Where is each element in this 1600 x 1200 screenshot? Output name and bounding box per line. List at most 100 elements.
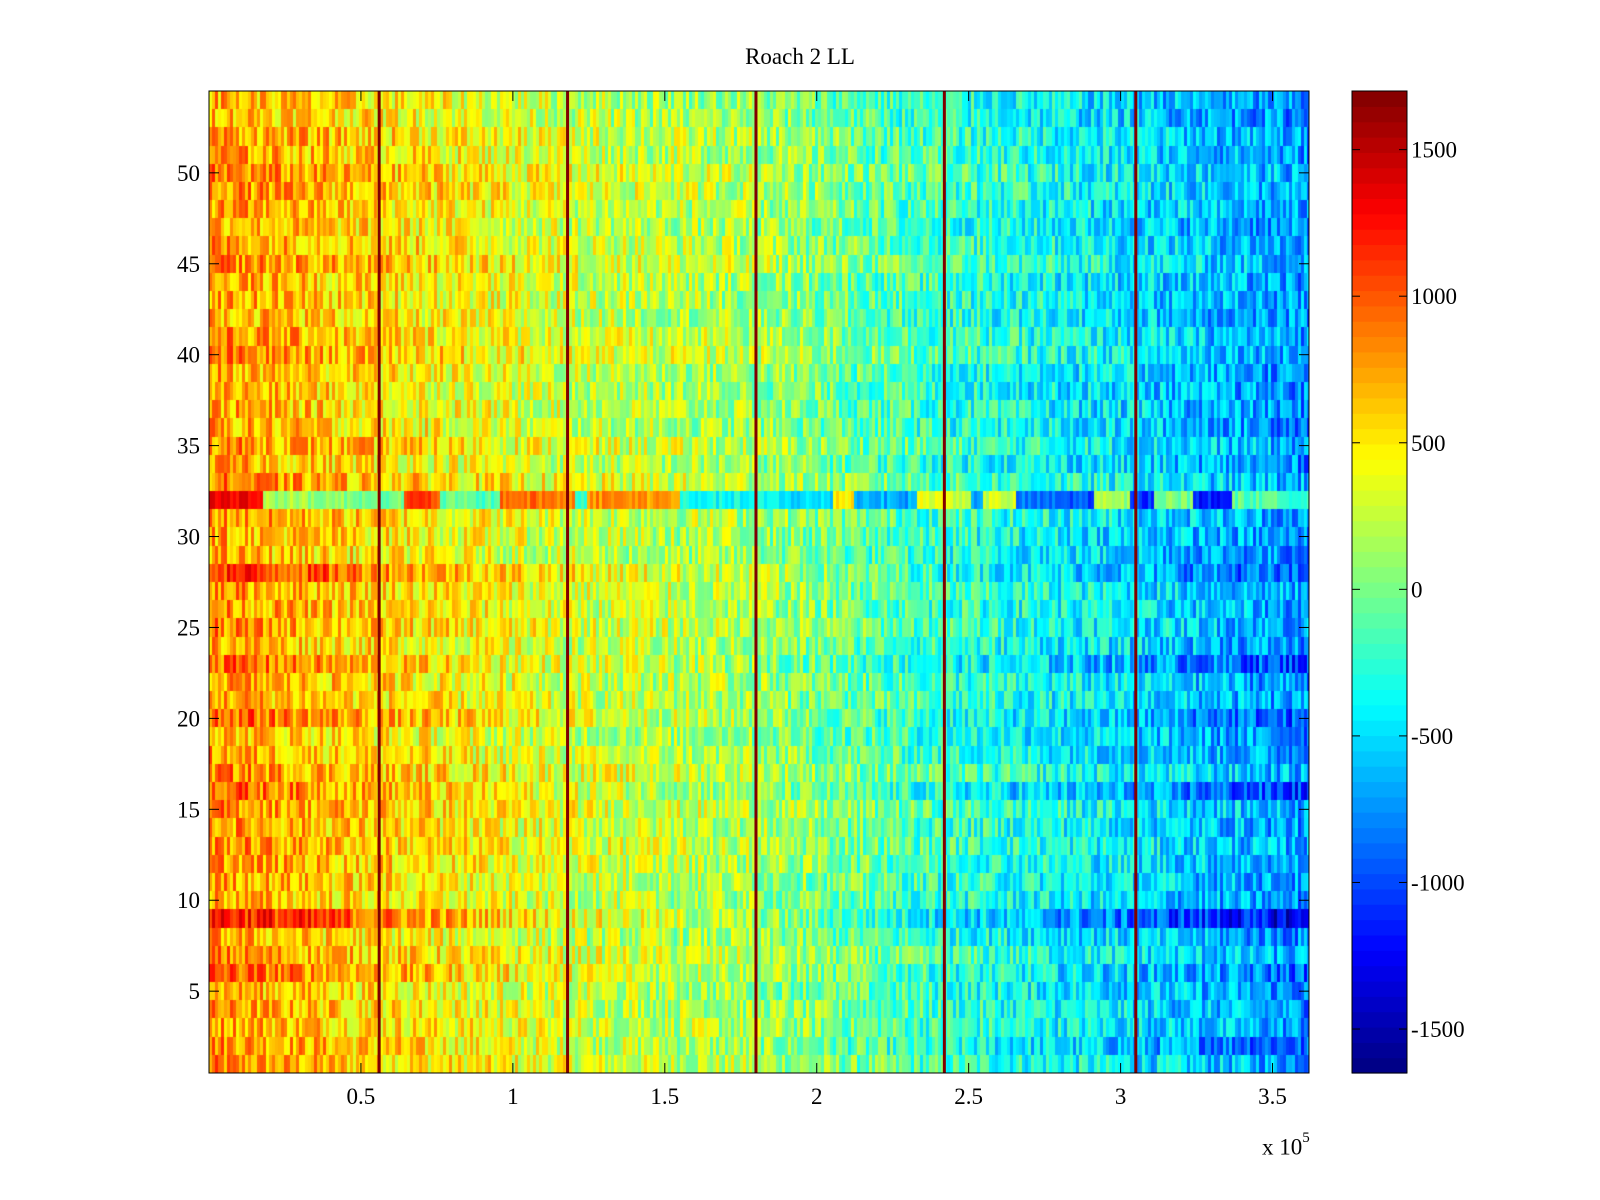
colorbar-segment: [1352, 106, 1407, 123]
y-axis: 5 10 15 20 25 30 35 40 45 50: [177, 161, 1309, 1004]
x-tick-label: 3.5: [1258, 1084, 1287, 1109]
colorbar-segment: [1352, 689, 1407, 706]
vertical-line: [1134, 91, 1138, 1073]
colorbar-segment: [1352, 658, 1407, 675]
colorbar-segment: [1352, 965, 1407, 982]
y-tick-label: 5: [189, 979, 201, 1004]
colorbar-tick-label: 1500: [1411, 138, 1457, 163]
vertical-line: [754, 91, 758, 1073]
colorbar-segment: [1352, 520, 1407, 537]
colorbar-segment: [1352, 290, 1407, 307]
colorbar-segment: [1352, 459, 1407, 476]
colorbar-segment: [1352, 198, 1407, 215]
colorbar-tick-label: 1000: [1411, 284, 1457, 309]
colorbar-segment: [1352, 781, 1407, 798]
colorbar-segment: [1352, 413, 1407, 430]
colorbar-segment: [1352, 980, 1407, 997]
colorbar-segment: [1352, 1057, 1407, 1074]
colorbar-tick-label: -1500: [1411, 1017, 1465, 1042]
colorbar-segment: [1352, 321, 1407, 338]
colorbar-segment: [1352, 428, 1407, 445]
vertical-line: [566, 91, 570, 1073]
colorbar-segment: [1352, 489, 1407, 506]
colorbar-segment: [1352, 367, 1407, 384]
colorbar: -1500 -1000 -500 0 500 1000 1500: [1351, 90, 1465, 1074]
colorbar-segment: [1352, 505, 1407, 522]
colorbar-segment: [1352, 152, 1407, 169]
colorbar-segment: [1352, 1042, 1407, 1059]
plot-frame: [208, 90, 1310, 1074]
colorbar-segment: [1352, 750, 1407, 767]
colorbar-segment: [1352, 812, 1407, 829]
colorbar-segment: [1352, 720, 1407, 737]
colorbar-segment: [1352, 597, 1407, 614]
colorbar-tick-label: -1000: [1411, 870, 1465, 895]
colorbar-segment: [1352, 91, 1407, 107]
vertical-line: [942, 91, 946, 1073]
colorbar-segment: [1352, 934, 1407, 951]
colorbar-segment: [1352, 443, 1407, 460]
colorbar-segment: [1352, 229, 1407, 246]
x-tick-label: 2.5: [954, 1084, 983, 1109]
y-tick-label: 10: [177, 888, 200, 913]
colorbar-segment: [1352, 796, 1407, 813]
colorbar-segment: [1352, 336, 1407, 353]
colorbar-segment: [1352, 551, 1407, 568]
colorbar-segment: [1352, 766, 1407, 783]
y-tick-label: 25: [177, 615, 200, 640]
colorbar-segment: [1352, 704, 1407, 721]
x-exponent-power: 5: [1302, 1130, 1310, 1146]
colorbar-segment: [1352, 996, 1407, 1013]
heatmap: [209, 91, 1309, 1073]
colorbar-segment: [1352, 244, 1407, 261]
colorbar-segment: [1352, 842, 1407, 859]
x-tick-label: 3: [1115, 1084, 1127, 1109]
colorbar-segment: [1352, 628, 1407, 644]
x-axis-exponent: x 105: [1262, 1130, 1310, 1161]
colorbar-segment: [1352, 735, 1407, 752]
colorbar-tick-label: 0: [1411, 577, 1423, 602]
colorbar-segment: [1352, 167, 1407, 184]
x-tick-label: 0.5: [347, 1084, 376, 1109]
colorbar-segment: [1352, 643, 1407, 660]
y-tick-label: 35: [177, 434, 200, 459]
colorbar-segment: [1352, 827, 1407, 844]
colorbar-segment: [1352, 566, 1407, 583]
colorbar-segment: [1352, 612, 1407, 629]
x-axis: 0.5 1 1.5 2 2.5 3 3.5: [347, 91, 1287, 1109]
colorbar-segment: [1352, 305, 1407, 322]
colorbar-segment: [1352, 674, 1407, 691]
colorbar-segment: [1352, 121, 1407, 138]
vertical-line: [377, 91, 381, 1073]
colorbar-segment: [1352, 213, 1407, 230]
colorbar-segment: [1352, 397, 1407, 414]
x-exponent-base: x 10: [1262, 1134, 1303, 1160]
y-tick-label: 20: [177, 706, 200, 731]
colorbar-tick-label: 500: [1411, 431, 1446, 456]
colorbar-segment: [1352, 919, 1407, 936]
y-tick-label: 30: [177, 525, 200, 550]
colorbar-segment: [1352, 275, 1407, 292]
y-tick-label: 40: [177, 343, 200, 368]
colorbar-segment: [1352, 1026, 1407, 1043]
colorbar-segment: [1352, 582, 1407, 598]
colorbar-segment: [1352, 474, 1407, 491]
colorbar-segment: [1352, 382, 1407, 399]
y-tick-label: 45: [177, 252, 200, 277]
colorbar-segment: [1352, 183, 1407, 200]
y-tick-label: 15: [177, 797, 200, 822]
colorbar-segment: [1352, 259, 1407, 276]
heatmap-image: [209, 91, 1309, 1073]
colorbar-segment: [1352, 137, 1407, 153]
vertical-lines: [377, 91, 1138, 1073]
colorbar-segment: [1352, 873, 1407, 890]
colorbar-frame: [1351, 90, 1408, 1074]
x-tick-label: 1.5: [650, 1084, 679, 1109]
colorbar-segment: [1352, 950, 1407, 967]
chart-title: Roach 2 LL: [745, 44, 855, 69]
colorbar-segment: [1352, 1011, 1407, 1028]
colorbar-tick-label: -500: [1411, 724, 1453, 749]
colorbar-segment: [1352, 858, 1407, 875]
x-tick-label: 1: [507, 1084, 519, 1109]
